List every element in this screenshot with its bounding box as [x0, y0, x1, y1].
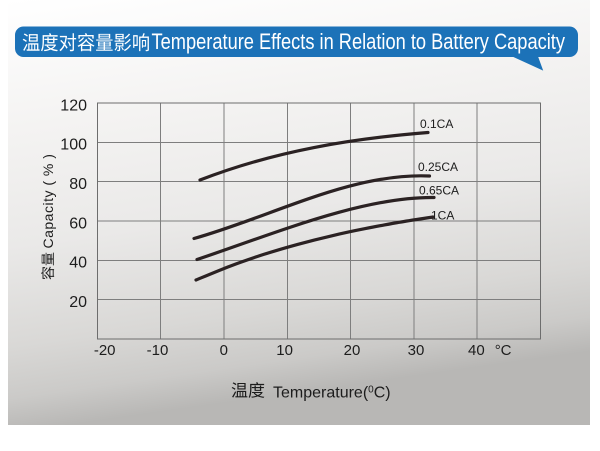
svg-text:120: 120: [60, 97, 87, 114]
svg-text:-10: -10: [147, 342, 169, 359]
svg-text:Temperature Effects in Relatio: Temperature Effects in Relation to Batte…: [152, 31, 566, 55]
svg-text:1CA: 1CA: [431, 209, 454, 223]
svg-text:0.1CA: 0.1CA: [420, 117, 453, 131]
svg-text:0.65CA: 0.65CA: [419, 184, 459, 198]
svg-text:20: 20: [344, 342, 361, 359]
svg-text:20: 20: [69, 294, 87, 311]
svg-text:0.25CA: 0.25CA: [418, 160, 458, 174]
svg-text:100: 100: [60, 137, 87, 154]
svg-text:°C: °C: [495, 342, 512, 359]
svg-text:Capacity ( % ): Capacity ( % ): [40, 154, 56, 249]
svg-text:60: 60: [69, 215, 87, 232]
svg-text:10: 10: [276, 342, 293, 359]
svg-text:-20: -20: [94, 342, 116, 359]
svg-text:80: 80: [69, 176, 87, 193]
svg-text:30: 30: [408, 342, 425, 359]
svg-text:0: 0: [220, 342, 228, 359]
svg-text:Temperature(0C): Temperature(0C): [273, 385, 391, 402]
svg-text:40: 40: [69, 255, 87, 272]
svg-text:40: 40: [468, 342, 485, 359]
